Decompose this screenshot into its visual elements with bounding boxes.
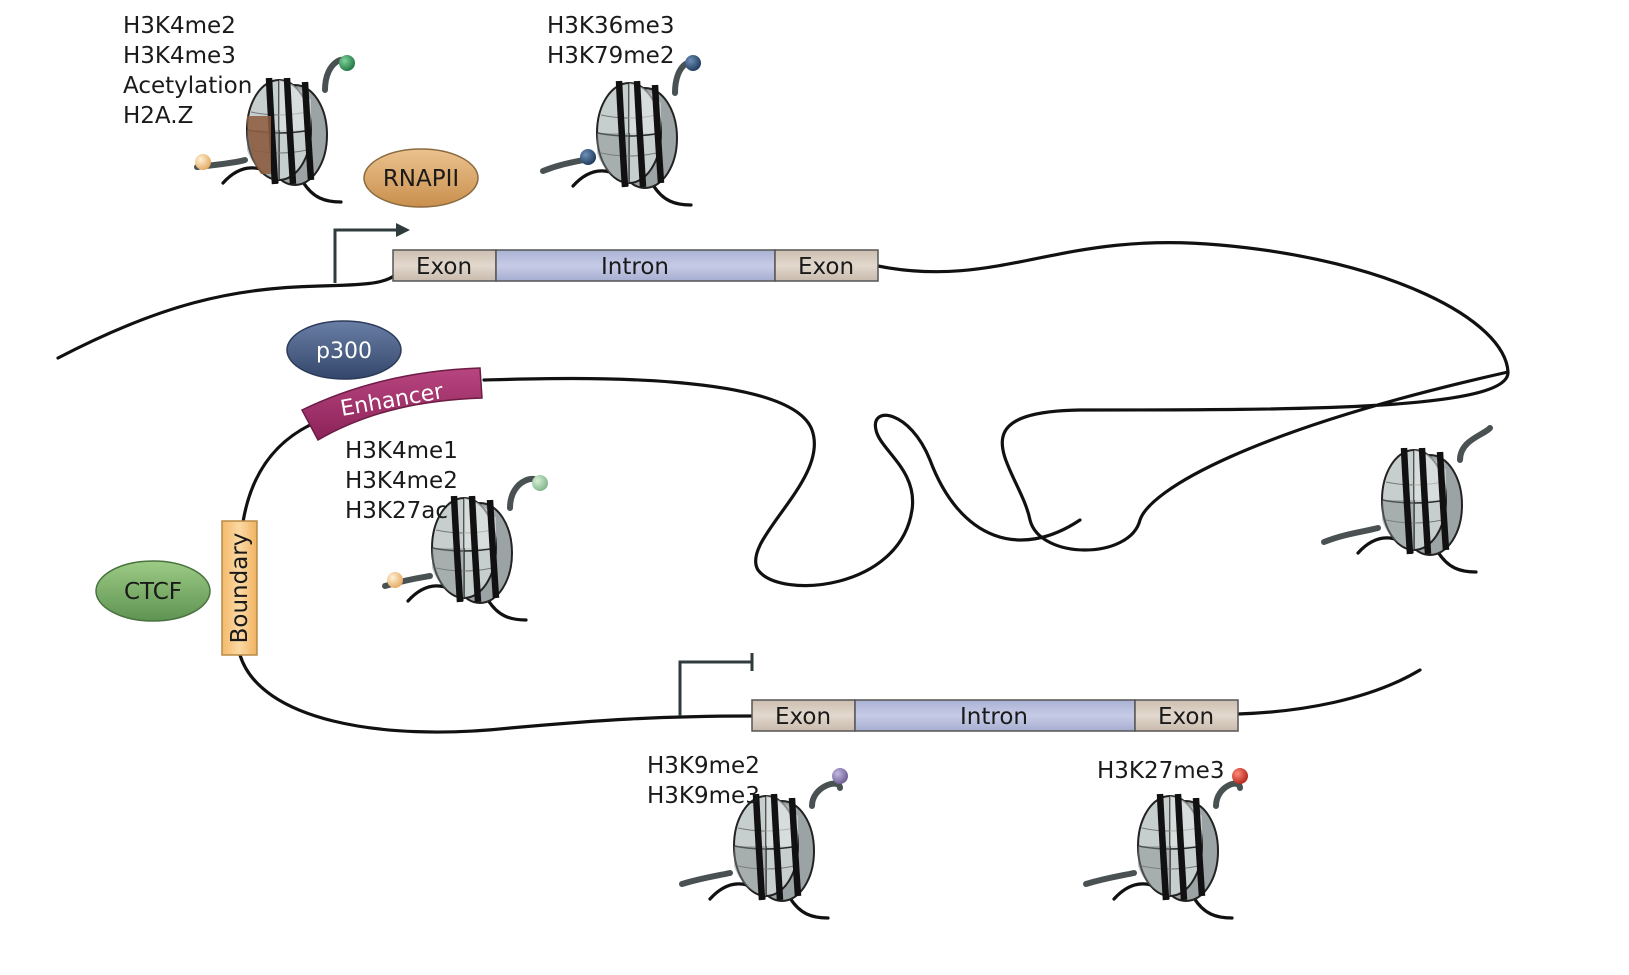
active-exon-2-label: Exon: [798, 254, 854, 280]
h3k27me3-mark: H3K27me3: [1097, 758, 1224, 784]
tss-blocked: [678, 653, 754, 716]
enhancer-marks-list: H3K4me1 H3K4me2 H3K27ac: [345, 438, 458, 524]
genebody-mark-1: H3K36me3: [547, 13, 674, 39]
heterochromatin-marks-list: H3K9me2 H3K9me3: [647, 753, 760, 809]
ctcf-label: CTCF: [124, 579, 182, 605]
h3k9-mark-2: H3K9me3: [647, 783, 760, 809]
dna-strand-boundary-arc: [241, 423, 312, 524]
dna-strand-middle: [482, 376, 1082, 588]
rnapii-protein: RNAPII: [363, 148, 479, 208]
repressed-exon-2: [1134, 699, 1239, 732]
promoter-marks-list: H3K4me2 H3K4me3 Acetylation H2A.Z: [123, 13, 252, 129]
polycomb-marks-list: H3K27me3: [1097, 758, 1224, 784]
dna-strand-lower: [238, 653, 754, 734]
h3k9-mark-1: H3K9me2: [647, 753, 760, 779]
p300-label: p300: [316, 339, 372, 364]
mark-navy-icon: [685, 55, 701, 71]
tss-arrow-active: [333, 228, 400, 283]
boundary-element: Boundary: [221, 520, 258, 656]
active-gene: Exon Intron Exon: [333, 223, 879, 283]
nucleosome-h3k27me3: [1083, 768, 1248, 918]
dna-strand-lower-right: [1236, 668, 1422, 716]
dna-strand-loop: [876, 240, 1510, 552]
rnapii-label: RNAPII: [383, 166, 459, 192]
ctcf-protein: CTCF: [95, 560, 211, 622]
arrowhead-icon: [396, 223, 410, 237]
repressed-intron-label: Intron: [960, 704, 1028, 730]
promoter-mark-1: H3K4me2: [123, 13, 236, 39]
genebody-marks-list: H3K36me3 H3K79me2: [547, 13, 674, 69]
mark-purple-icon: [832, 768, 848, 784]
repressed-exon-2-label: Exon: [1158, 704, 1214, 730]
nucleosome-enhancer: [382, 475, 548, 620]
nucleosome-unmodified: [1321, 425, 1493, 572]
active-exon-2: [774, 249, 879, 282]
mark-red-icon: [1232, 768, 1248, 784]
nucleosome-promoter: [194, 55, 355, 202]
mark-green-icon: [339, 55, 355, 71]
promoter-mark-3: Acetylation: [123, 73, 252, 99]
mark-cream-icon: [387, 572, 403, 588]
repressed-exon-1: [751, 699, 856, 732]
mark-navy-icon: [580, 149, 596, 165]
p300-protein: p300: [286, 320, 402, 380]
enhancer-mark-2: H3K4me2: [345, 468, 458, 494]
promoter-mark-4: H2A.Z: [123, 103, 193, 129]
dna-strand-upper: [56, 273, 397, 360]
repressed-exon-1-label: Exon: [775, 704, 831, 730]
boundary-label: Boundary: [227, 533, 253, 644]
nucleosome-genebody: [540, 55, 701, 205]
active-intron-label: Intron: [601, 254, 669, 280]
mark-mint-icon: [532, 475, 548, 491]
repressed-gene: Exon Intron Exon: [678, 653, 1239, 732]
enhancer-mark-3: H3K27ac: [345, 498, 448, 524]
enhancer-mark-1: H3K4me1: [345, 438, 458, 464]
active-intron: [495, 249, 776, 282]
promoter-mark-2: H3K4me3: [123, 43, 236, 69]
genebody-mark-2: H3K79me2: [547, 43, 674, 69]
mark-cream-icon: [195, 154, 211, 170]
h2az-variant: [247, 116, 271, 174]
active-exon-1-label: Exon: [416, 254, 472, 280]
nucleosome-h3k9: [679, 768, 848, 918]
